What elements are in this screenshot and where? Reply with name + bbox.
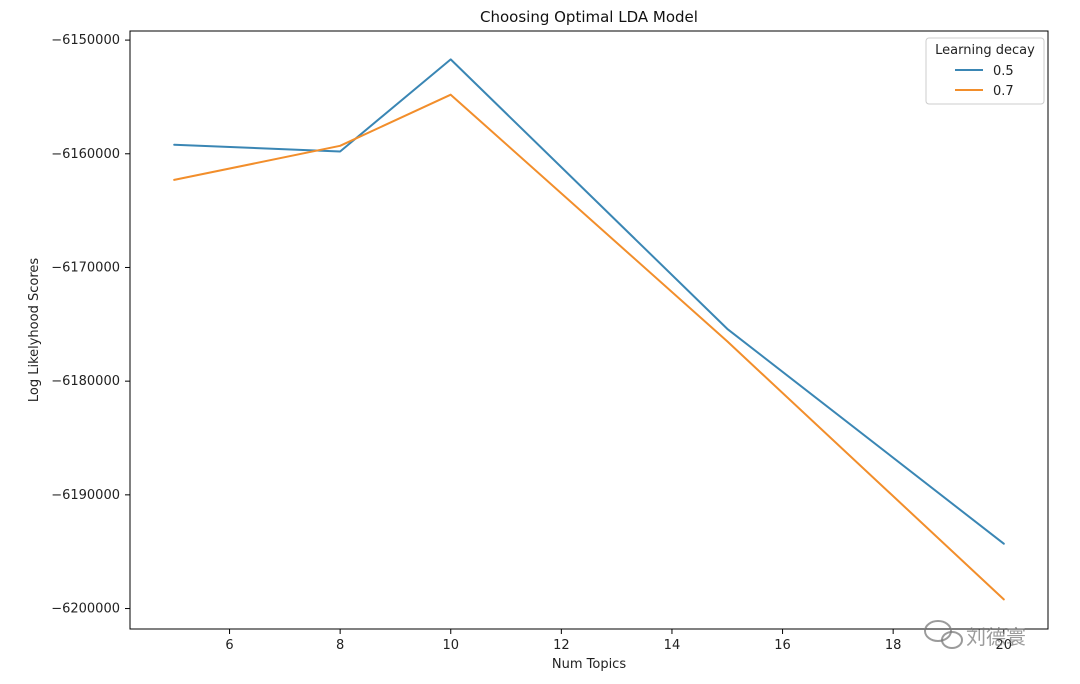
y-axis: −6150000 −6160000 −6170000 −6180000 −6190000… <box>51 33 130 617</box>
y-axis-label: Log Likelyhood Scores <box>27 258 42 403</box>
wechat-icon <box>924 620 963 649</box>
legend-title: Learning decay <box>935 43 1035 58</box>
y-tick-label: −6150000 <box>51 33 120 48</box>
watermark-text: 刘德寰 <box>966 625 1026 649</box>
y-tick-label: −6160000 <box>51 147 120 162</box>
y-tick-label: −6190000 <box>51 488 120 503</box>
chart-title: Choosing Optimal LDA Model <box>480 8 698 26</box>
legend-label-0-5: 0.5 <box>993 64 1014 79</box>
series-line-0-7 <box>173 93 1005 601</box>
x-tick-label: 16 <box>774 638 791 653</box>
y-tick-label: −6200000 <box>51 602 120 617</box>
watermark: 刘德寰 <box>924 620 1026 649</box>
legend-box <box>925 37 1045 105</box>
y-tick-label: −6180000 <box>51 374 120 389</box>
x-tick-label: 8 <box>336 638 344 653</box>
y-tick-label: −6170000 <box>51 260 120 275</box>
legend-label-0-7: 0.7 <box>993 84 1014 99</box>
plot-area <box>129 30 1049 630</box>
legend: Learning decay 0.5 0.7 <box>925 37 1045 105</box>
series-layer <box>173 58 1005 601</box>
x-tick-label: 6 <box>225 638 233 653</box>
x-tick-label: 10 <box>442 638 459 653</box>
x-tick-label: 14 <box>664 638 681 653</box>
x-axis-label: Num Topics <box>552 657 626 672</box>
series-line-0-5 <box>173 58 1005 545</box>
x-tick-label: 18 <box>885 638 902 653</box>
x-axis: 6 8 10 12 14 16 18 20 <box>225 629 1012 653</box>
x-tick-label: 20 <box>995 638 1012 653</box>
x-tick-label: 12 <box>553 638 570 653</box>
